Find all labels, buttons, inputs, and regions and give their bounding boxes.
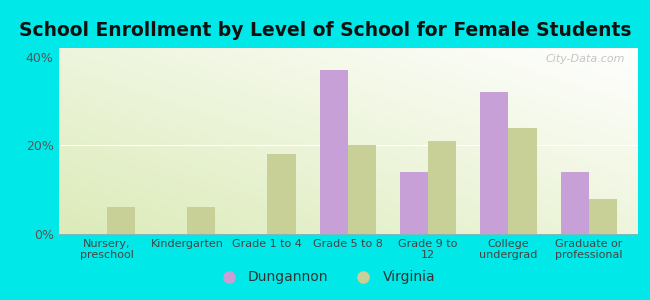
Bar: [400, 172, 428, 234]
Bar: [187, 207, 215, 234]
Bar: [561, 172, 589, 234]
Legend: Dungannon, Virginia: Dungannon, Virginia: [209, 265, 441, 290]
Bar: [508, 128, 536, 234]
Bar: [428, 141, 456, 234]
Text: School Enrollment by Level of School for Female Students: School Enrollment by Level of School for…: [19, 21, 631, 40]
Text: City-Data.com: City-Data.com: [546, 54, 625, 64]
Bar: [107, 207, 135, 234]
Bar: [589, 199, 617, 234]
Bar: [348, 146, 376, 234]
Bar: [320, 70, 348, 234]
Bar: [480, 92, 508, 234]
Bar: [267, 154, 296, 234]
